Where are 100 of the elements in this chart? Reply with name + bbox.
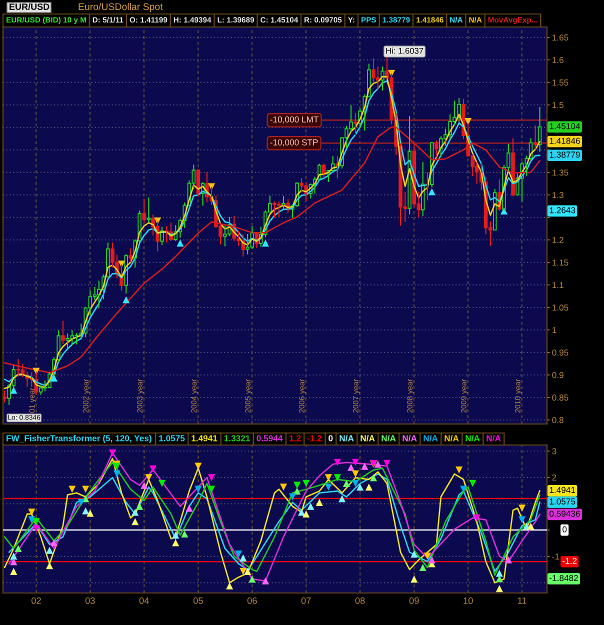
point — [294, 482, 301, 489]
point — [240, 568, 247, 575]
point — [226, 582, 234, 590]
y-tick-label: 1.35 — [552, 169, 568, 176]
point — [149, 465, 157, 473]
y-tick-label: 0.95 — [552, 350, 568, 356]
point — [410, 576, 418, 583]
point — [338, 495, 346, 502]
text: 0 — [328, 435, 333, 442]
y-tick-label: 3 — [552, 448, 556, 454]
point — [302, 480, 310, 487]
data-label: 1.4941 — [550, 486, 576, 494]
y-tick-label: 1.2 — [552, 237, 564, 244]
ref-line-label: -1.2 — [562, 558, 577, 564]
point — [194, 462, 202, 470]
point — [352, 470, 360, 478]
point — [186, 504, 193, 512]
text: N/A — [424, 434, 438, 442]
annotation: -10,000 STP — [270, 139, 318, 146]
ref-line-label: 0 — [562, 526, 567, 532]
chart-title: FW_FisherTransformer (5, 120, Yes) — [6, 434, 152, 444]
point — [28, 508, 36, 516]
point — [518, 504, 526, 512]
candlestick — [142, 198, 146, 223]
point — [50, 539, 58, 546]
point — [235, 550, 242, 558]
y-tick-label: 0.85 — [552, 394, 568, 401]
point — [473, 514, 480, 522]
point — [356, 484, 364, 491]
point — [428, 556, 436, 564]
point — [361, 462, 368, 470]
x-tick-label: 04 — [139, 597, 149, 604]
y-tick-label: 1 — [552, 327, 556, 334]
chart-subtitle: Euro/USDollar Spot — [78, 2, 163, 12]
point — [288, 493, 296, 500]
candlestick — [128, 248, 132, 262]
point — [158, 480, 166, 487]
x-tick-label: 06 — [247, 597, 257, 604]
y-tick-label: 1.55 — [552, 80, 568, 86]
point — [32, 524, 40, 532]
point — [108, 449, 116, 456]
point — [10, 558, 18, 566]
candlestick — [3, 390, 7, 402]
x-tick-label: 08 — [355, 597, 365, 604]
point — [181, 530, 188, 538]
point — [298, 508, 306, 516]
point — [132, 508, 139, 516]
y-tick-label: 1.6 — [552, 56, 564, 64]
point — [172, 539, 180, 546]
text: N/A — [382, 434, 396, 442]
data-label: 1.41846 — [550, 138, 580, 144]
y-tick-label: 0.9 — [552, 372, 564, 378]
point — [324, 484, 332, 491]
point — [176, 240, 184, 247]
x-tick-label: 05 — [193, 597, 203, 604]
point — [10, 386, 18, 394]
point — [464, 118, 472, 126]
point — [302, 510, 310, 518]
point — [504, 556, 512, 564]
point — [342, 480, 350, 487]
point — [334, 474, 341, 482]
data-label: 1.38779 — [550, 152, 580, 158]
annotation: 1.2643 — [550, 207, 576, 214]
point — [352, 458, 360, 466]
point — [248, 576, 256, 583]
point — [32, 518, 40, 526]
point — [86, 510, 94, 517]
text: 1.45104 — [550, 123, 580, 130]
point — [113, 470, 120, 478]
point — [460, 486, 468, 493]
text: 1.3321 — [224, 435, 250, 442]
x-tick-label: 11 — [518, 598, 526, 604]
text: N/A — [340, 434, 354, 442]
point — [347, 464, 355, 471]
ref-line-label: 1.2 — [290, 435, 301, 442]
point — [518, 516, 526, 524]
point — [469, 480, 476, 487]
point — [140, 482, 148, 489]
candlestick — [434, 140, 438, 158]
candlestick — [61, 320, 65, 344]
point — [383, 460, 390, 467]
candlestick — [354, 112, 358, 136]
point — [208, 486, 216, 493]
annotation: Hi: 1.6037 — [386, 48, 424, 54]
y-tick-label: 2 — [552, 474, 556, 481]
point — [145, 474, 152, 482]
point — [78, 498, 85, 506]
point — [46, 562, 54, 570]
point — [410, 550, 418, 558]
point — [240, 554, 247, 562]
point — [194, 486, 202, 493]
annotation: -10,000 LMT — [270, 116, 319, 124]
x-tick-label: 03 — [85, 597, 95, 604]
text: 1.4941 — [192, 435, 218, 442]
point — [365, 484, 372, 491]
x-tick-label: 02 — [32, 597, 41, 604]
y-tick-label: 1.65 — [552, 34, 568, 41]
text: -1.2 — [307, 435, 322, 442]
point — [262, 240, 270, 247]
y-tick-label: 1.5 — [552, 102, 564, 108]
